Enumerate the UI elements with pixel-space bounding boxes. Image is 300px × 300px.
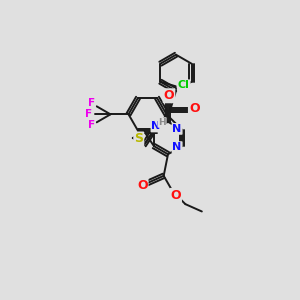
Text: O: O [137, 178, 148, 192]
Text: O: O [170, 189, 181, 202]
Text: H: H [158, 118, 166, 127]
Text: O: O [164, 89, 174, 102]
Text: N: N [172, 142, 182, 152]
Text: F: F [88, 120, 95, 130]
Text: F: F [88, 98, 95, 108]
Text: S: S [134, 133, 143, 146]
Text: F: F [85, 109, 92, 119]
Text: N: N [172, 124, 182, 134]
Text: Cl: Cl [178, 80, 190, 90]
Text: O: O [189, 102, 200, 116]
Text: N: N [152, 122, 161, 131]
